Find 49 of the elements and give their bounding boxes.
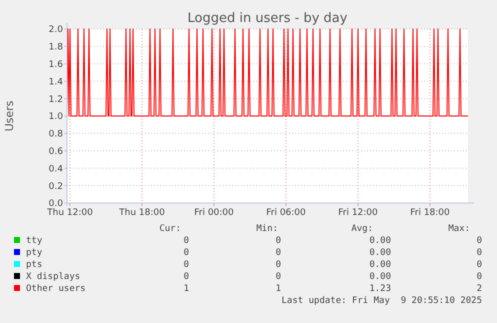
text: 0 [276, 236, 281, 246]
text: 0 [276, 248, 281, 258]
y-tick-label: 1.4 [48, 77, 64, 88]
legend-label: pts [26, 260, 42, 270]
legend-label: X displays [26, 272, 80, 282]
text: 0 [184, 260, 189, 270]
y-tick-label: 0.0 [48, 199, 64, 210]
y-tick-label: 0.6 [48, 146, 64, 157]
text: 0 [476, 236, 482, 246]
text: Min: [256, 224, 278, 234]
text: 1.23 [369, 284, 391, 294]
text: 0 [184, 272, 189, 282]
text: 0.00 [369, 236, 391, 246]
x-tick-label: Fri 00:00 [194, 208, 234, 218]
text: Max: [448, 224, 470, 234]
text: 0 [184, 236, 189, 246]
y-tick-label: 0.4 [48, 164, 64, 174]
x-tick-label: Thu 12:00 [46, 208, 94, 218]
legend-label: pty [26, 248, 43, 258]
y-tick-label: 1.2 [48, 94, 63, 105]
y-tick-label: 1.0 [48, 112, 64, 122]
text: Cur: [159, 224, 181, 234]
legend-label: tty [26, 236, 43, 246]
x-tick-label: Fri 18:00 [410, 208, 450, 218]
text: 0 [276, 272, 281, 282]
text: 1 [276, 284, 281, 294]
y-tick-label: 0.2 [48, 182, 63, 192]
y-tick-label: 1.6 [48, 60, 64, 70]
chart-title: Logged in users - by day [188, 11, 348, 26]
text: 0.00 [369, 260, 391, 270]
text: 0 [476, 248, 482, 258]
text: Avg: [351, 224, 373, 234]
x-tick-label: Fri 06:00 [266, 208, 306, 218]
text: 0 [476, 260, 482, 270]
text: 2 [476, 284, 482, 294]
text: 0 [184, 248, 189, 258]
x-tick-label: Thu 18:00 [118, 208, 166, 218]
x-tick-label: Fri 12:00 [338, 208, 378, 218]
text: 1 [184, 284, 189, 294]
y-tick-label: 1.8 [48, 42, 64, 53]
text: 0.00 [369, 248, 391, 258]
text: Last update: Fri May 9 20:55:10 2025 [282, 296, 482, 306]
y-axis-title: Users [3, 100, 16, 132]
y-tick-label: 0.8 [48, 130, 64, 140]
text: 0.00 [369, 272, 391, 282]
text: 0 [476, 272, 482, 282]
y-tick-label: 2.0 [48, 25, 64, 36]
legend-label: Other users [26, 284, 86, 294]
text: 0 [276, 260, 281, 270]
